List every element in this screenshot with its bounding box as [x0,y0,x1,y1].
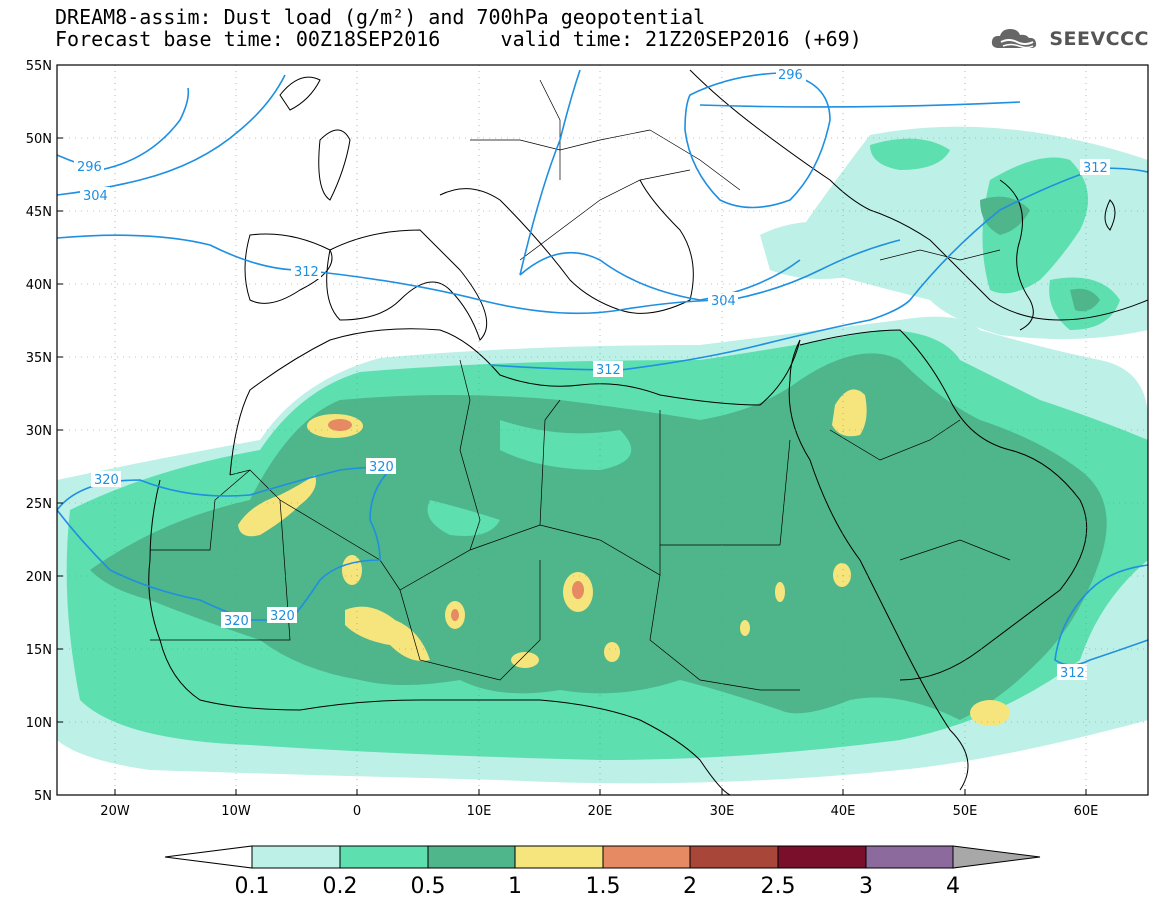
colorbar-label: 2.5 [761,874,796,899]
lat-tick-label: 55N [26,59,52,74]
lat-tick-label: 30N [26,424,52,439]
colorbar-label: 0.5 [411,874,446,899]
coastlines [148,69,1148,795]
colorbar-label: 4 [946,874,960,899]
latitude-labels: 5N 10N 15N 20N 25N 30N 35N 40N 45N 50N 5… [26,59,52,804]
colorbar-swatch [514,845,604,869]
colorbar-high-arrow [952,845,1041,869]
contour-label: 312 [1060,666,1085,681]
title-line-1: DREAM8-assim: Dust load (g/m²) and 700hP… [55,5,706,29]
logo-text: SEEVCCC [1049,28,1149,50]
contour-label: 320 [270,609,295,624]
contour-label: 312 [596,363,621,378]
dust-level-1.5 [328,419,584,621]
dust-level-0.5 [90,196,1107,720]
colorbar [164,845,1041,869]
contour-label: 296 [778,68,803,83]
contour-label: 320 [94,473,119,488]
lat-tick-label: 5N [34,789,52,804]
colorbar-label: 3 [859,874,873,899]
contour-label: 304 [711,294,736,309]
forecast-base-time: Forecast base time: 00Z18SEP2016 [55,27,441,51]
lon-tick-label: 30E [710,804,735,819]
map-title: DREAM8-assim: Dust load (g/m²) and 700hP… [55,6,862,50]
colorbar-low-arrow [164,845,253,869]
contour-label: 320 [224,614,249,629]
valid-time: valid time: 21Z20SEP2016 (+69) [500,27,862,51]
longitude-labels: 20W 10W 0 10E 20E 30E 40E 50E 60E [100,804,1098,819]
lat-tick-label: 20N [26,570,52,585]
lon-tick-label: 10W [221,804,251,819]
colorbar-swatch [777,845,867,869]
colorbar-label: 1 [508,874,522,899]
contour-label: 304 [83,189,108,204]
lat-tick-label: 15N [26,643,52,658]
lat-tick-label: 45N [26,205,52,220]
lon-tick-label: 0 [353,804,361,819]
lon-tick-label: 10E [467,804,492,819]
lon-tick-label: 20E [588,804,613,819]
colorbar-swatch [339,845,429,869]
contour-label: 296 [77,160,102,175]
colorbar-swatch [251,845,341,869]
contour-label: 312 [1083,161,1108,176]
colorbar-label: 0.2 [323,874,358,899]
contour-labels: 296 296 304 312 304 312 312 320 320 320 … [74,66,1110,681]
lat-tick-label: 10N [26,716,52,731]
country-borders [150,79,1011,691]
lat-tick-label: 35N [26,351,52,366]
lat-tick-label: 50N [26,132,52,147]
seevccc-logo: SEEVCCC [989,26,1149,52]
colorbar-swatch [865,845,954,869]
colorbar-swatch [427,845,516,869]
contour-label: 312 [294,265,319,280]
colorbar-swatch [689,845,779,869]
dust-level-1 [238,389,1010,726]
cloud-icon [992,29,1037,49]
lon-tick-label: 20W [100,804,130,819]
lat-tick-label: 40N [26,278,52,293]
lon-tick-label: 60E [1074,804,1099,819]
contour-label: 320 [369,460,394,475]
colorbar-swatch [602,845,691,869]
lat-tick-label: 25N [26,497,52,512]
lon-tick-label: 40E [831,804,856,819]
colorbar-labels: 0.1 0.2 0.5 1 1.5 2 2.5 3 4 [235,874,961,899]
colorbar-label: 1.5 [586,874,621,899]
lon-tick-label: 50E [953,804,978,819]
colorbar-label: 0.1 [235,874,270,899]
colorbar-label: 2 [683,874,697,899]
tick-marks [57,64,1087,796]
